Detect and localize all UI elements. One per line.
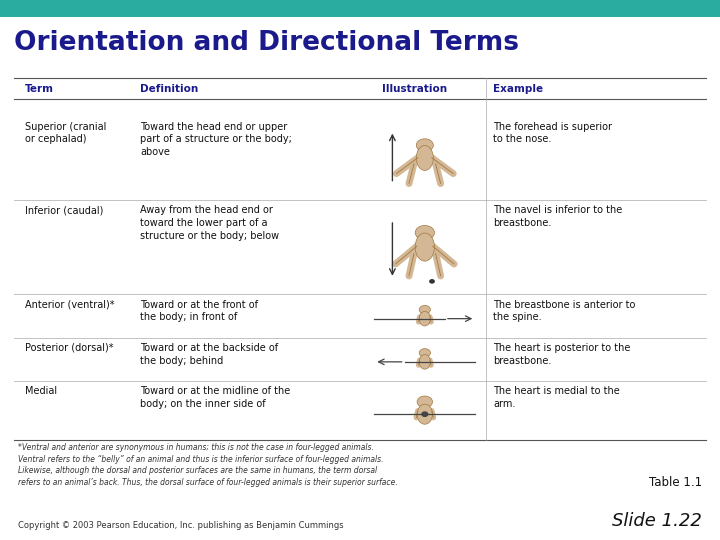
Text: Posterior (dorsal)*: Posterior (dorsal)* [25,343,114,353]
Text: Illustration: Illustration [382,84,446,94]
Circle shape [422,412,428,416]
Ellipse shape [419,312,431,326]
Text: Away from the head end or
toward the lower part of a
structure or the body; belo: Away from the head end or toward the low… [140,205,279,241]
Text: Table 1.1: Table 1.1 [649,476,702,489]
Text: Slide 1.22: Slide 1.22 [612,512,702,530]
Circle shape [415,225,434,240]
Ellipse shape [416,145,433,171]
Circle shape [430,280,434,283]
Text: Copyright © 2003 Pearson Education, Inc. publishing as Benjamin Cummings: Copyright © 2003 Pearson Education, Inc.… [18,521,343,530]
Text: Example: Example [493,84,544,94]
Circle shape [419,306,431,314]
Text: Superior (cranial
or cephalad): Superior (cranial or cephalad) [25,122,107,144]
Circle shape [416,139,433,152]
Text: *Ventral and anterior are synonymous in humans; this is not the case in four-leg: *Ventral and anterior are synonymous in … [18,443,397,487]
Text: The heart is medial to the
arm.: The heart is medial to the arm. [493,386,620,409]
Text: Orientation and Directional Terms: Orientation and Directional Terms [14,30,519,56]
Text: Inferior (caudal): Inferior (caudal) [25,205,104,215]
Ellipse shape [415,233,434,261]
Text: Toward or at the midline of the
body; on the inner side of: Toward or at the midline of the body; on… [140,386,291,409]
Circle shape [419,349,431,357]
Text: The navel is inferior to the
breastbone.: The navel is inferior to the breastbone. [493,205,623,228]
Circle shape [417,396,433,408]
Bar [0,0,720,17]
Text: Definition: Definition [140,84,199,94]
Text: Medial: Medial [25,386,58,396]
Text: The breastbone is anterior to
the spine.: The breastbone is anterior to the spine. [493,300,636,322]
Text: The forehead is superior
to the nose.: The forehead is superior to the nose. [493,122,612,144]
Text: Toward or at the front of
the body; in front of: Toward or at the front of the body; in f… [140,300,258,322]
Text: Term: Term [25,84,54,94]
Ellipse shape [417,404,433,424]
Text: Toward the head end or upper
part of a structure or the body;
above: Toward the head end or upper part of a s… [140,122,292,157]
Text: The heart is posterior to the
breastbone.: The heart is posterior to the breastbone… [493,343,631,366]
Ellipse shape [419,355,431,369]
Text: Toward or at the backside of
the body; behind: Toward or at the backside of the body; b… [140,343,279,366]
Text: Anterior (ventral)*: Anterior (ventral)* [25,300,114,310]
